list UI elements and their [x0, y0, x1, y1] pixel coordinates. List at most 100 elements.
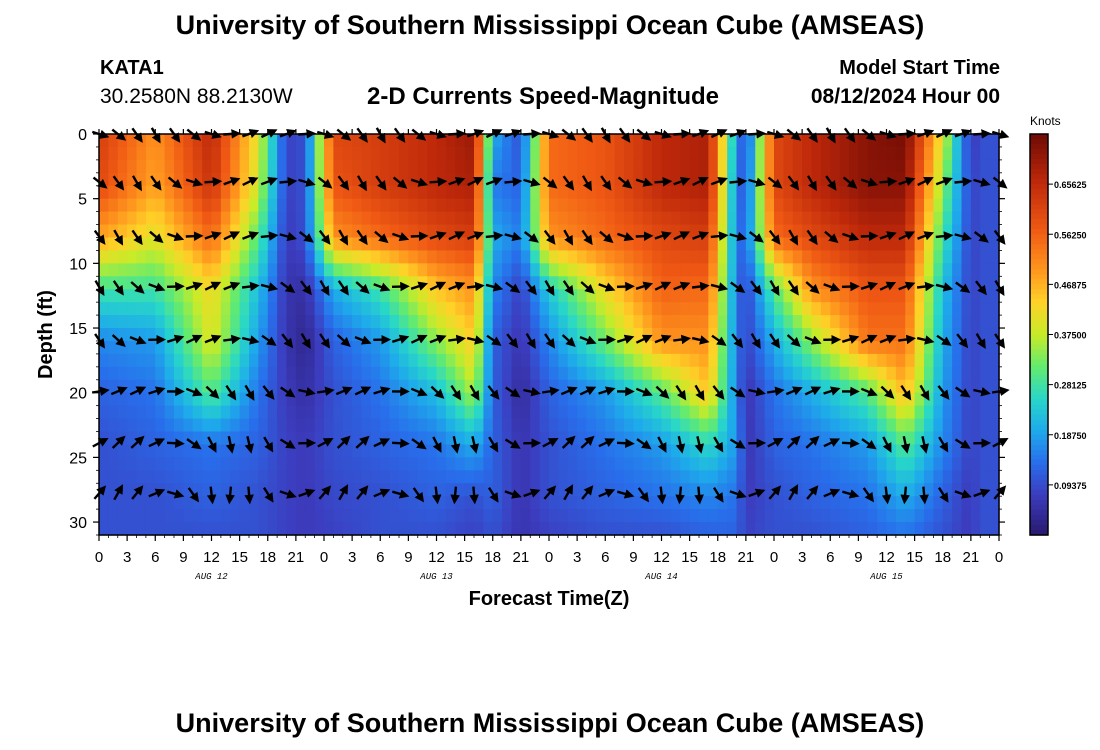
heatmap-cell: [408, 444, 419, 458]
current-vector-arrow: [263, 436, 274, 453]
heatmap-cell: [633, 302, 644, 316]
heatmap-cell: [436, 315, 447, 329]
heatmap-cell: [445, 483, 456, 497]
current-vector-arrow: [731, 333, 744, 349]
heatmap-cell: [99, 457, 109, 471]
current-vector-arrow: [298, 387, 316, 397]
heatmap-cell: [820, 328, 831, 342]
heatmap-cell: [352, 340, 363, 355]
heatmap-cell: [642, 211, 653, 226]
heatmap-cell: [258, 302, 269, 316]
heatmap-cell: [605, 392, 616, 407]
chart-title-repeat: University of Southern Mississippi Ocean…: [175, 708, 925, 738]
current-vector-arrow: [563, 229, 574, 246]
heatmap-cell: [427, 353, 438, 368]
current-vector-arrow: [185, 334, 203, 344]
heatmap-cell: [249, 353, 259, 368]
heatmap-cell: [595, 211, 606, 226]
heatmap-cell: [464, 457, 475, 471]
heatmap-cell: [867, 237, 878, 252]
heatmap-cell: [445, 470, 456, 484]
heatmap-cell: [192, 366, 203, 381]
heatmap-cell: [952, 470, 963, 484]
heatmap-cell: [736, 328, 747, 342]
heatmap-cell: [239, 405, 250, 420]
heatmap-cell: [539, 392, 550, 407]
heatmap-cell: [380, 509, 391, 523]
heatmap-cell: [249, 315, 259, 329]
current-vector-arrow: [712, 487, 724, 503]
heatmap-cell: [886, 315, 897, 329]
heatmap-cell: [933, 289, 944, 303]
colorbar-band: [1030, 149, 1048, 155]
heatmap-cell: [839, 224, 850, 239]
heatmap-cell: [427, 289, 438, 303]
heatmap-cell: [567, 457, 578, 471]
heatmap-cell: [558, 431, 569, 446]
heatmap-cell: [239, 431, 250, 446]
current-vector-arrow: [544, 333, 556, 349]
heatmap-cell: [464, 263, 475, 277]
heatmap-cell: [792, 522, 803, 536]
heatmap-cell: [586, 172, 597, 187]
heatmap-cell: [567, 328, 578, 342]
heatmap-cell: [370, 522, 381, 536]
heatmap-cell: [511, 302, 522, 316]
heatmap-cell: [849, 250, 859, 264]
heatmap-cell: [370, 159, 381, 174]
heatmap-cell: [155, 470, 166, 484]
heatmap-cell: [314, 198, 325, 213]
heatmap-cell: [370, 470, 381, 484]
colorbar-band: [1030, 309, 1048, 316]
heatmap-cell: [324, 224, 334, 239]
heatmap-cell: [99, 134, 109, 148]
heatmap-cell: [220, 418, 231, 433]
heatmap-cell: [839, 263, 850, 277]
heatmap-cell: [867, 302, 878, 316]
heatmap-cell: [849, 496, 859, 510]
current-vector-arrow: [581, 175, 592, 192]
heatmap-cell: [399, 457, 409, 471]
y-tick-label: 15: [69, 321, 87, 338]
heatmap-cell: [792, 302, 803, 316]
heatmap-cell: [520, 263, 531, 277]
heatmap-cell: [699, 250, 709, 264]
heatmap-cell: [952, 237, 963, 252]
heatmap-cell: [464, 315, 475, 329]
heatmap-cell: [164, 509, 175, 523]
current-vector-arrow: [786, 435, 801, 449]
heatmap-cell: [520, 134, 531, 148]
heatmap-cell: [492, 522, 503, 536]
heatmap-cell: [549, 405, 559, 420]
heatmap-cell: [230, 431, 241, 446]
heatmap-cell: [802, 353, 813, 368]
current-vector-arrow: [691, 281, 710, 292]
heatmap-cell: [961, 159, 972, 174]
heatmap-cell: [333, 224, 344, 239]
heatmap-cell: [539, 483, 550, 497]
heatmap-cell: [539, 302, 550, 316]
heatmap-cell: [624, 444, 634, 458]
heatmap-cell: [314, 405, 325, 420]
heatmap-cell: [108, 418, 119, 433]
heatmap-cell: [333, 185, 344, 200]
heatmap-cell: [361, 224, 372, 239]
heatmap-cell: [277, 146, 288, 161]
heatmap-cell: [361, 418, 372, 433]
heatmap-cell: [849, 392, 859, 407]
current-vector-arrow: [448, 281, 466, 291]
heatmap-cell: [361, 522, 372, 536]
heatmap-cell: [670, 250, 681, 264]
heatmap-cell: [745, 276, 756, 290]
heatmap-cell: [924, 496, 934, 510]
heatmap-cell: [595, 146, 606, 161]
heatmap-cell: [933, 263, 944, 277]
heatmap-cell: [502, 302, 513, 316]
heatmap-cell: [286, 276, 297, 290]
heatmap-cell: [211, 418, 222, 433]
heatmap-cell: [183, 198, 194, 213]
heatmap-cell: [624, 289, 634, 303]
heatmap-cell: [652, 237, 663, 252]
heatmap-cell: [220, 522, 231, 536]
